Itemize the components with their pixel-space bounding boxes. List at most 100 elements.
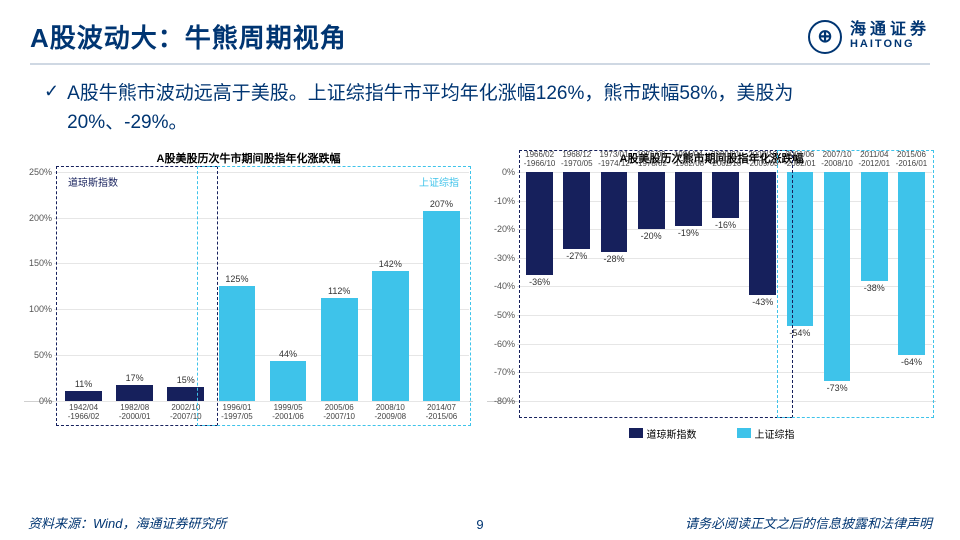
bar-col: 44%1999/05-2001/06 (263, 172, 314, 401)
ytick: 100% (24, 304, 52, 314)
bar-category: 1982/08-2000/01 (109, 404, 160, 422)
page-number: 9 (476, 517, 483, 532)
bullet-text: A股牛熊市波动远高于美股。上证综指牛市平均年化涨幅126%，熊市跌幅58%，美股… (67, 79, 910, 138)
bar-value: -27% (566, 251, 587, 261)
bar-category: 2011/04-2012/01 (856, 151, 893, 169)
bar (219, 286, 256, 401)
bar-category: 1968/12-1970/05 (558, 151, 595, 169)
ytick: -80% (487, 396, 515, 406)
bar (116, 385, 153, 401)
bar-col: 2015/06-2016/01-64% (893, 172, 930, 401)
bar-category: 1996/01-1997/05 (211, 404, 262, 422)
cyan-swatch-icon (737, 428, 751, 438)
bar (712, 172, 739, 218)
bar-col: 207%2014/07-2015/06 (416, 172, 467, 401)
bar-value: -43% (752, 297, 773, 307)
charts: A股美股历次牛市期间股指年化涨跌幅 0%50%100%150%200%250%1… (0, 146, 960, 441)
bar-col: 2007/10-2009/03-43% (744, 172, 781, 401)
bull-chart-title: A股美股历次牛市期间股指年化涨跌幅 (24, 150, 473, 166)
bar-value: -36% (529, 277, 550, 287)
bar-value: 11% (75, 379, 92, 389)
logo-text: 海通证券 HAITONG (850, 22, 930, 50)
bar-value: -54% (789, 328, 810, 338)
bear-chart: A股美股历次熊市期间股指年化涨跌幅 0%-10%-20%-30%-40%-50%… (487, 150, 936, 441)
bull-chart: A股美股历次牛市期间股指年化涨跌幅 0%50%100%150%200%250%1… (24, 150, 473, 441)
ytick: -50% (487, 310, 515, 320)
bar-category: 2007/10-2008/10 (819, 151, 856, 169)
bar (563, 172, 590, 249)
bar-category: 1999/05-2001/06 (263, 404, 314, 422)
bar-col: 11%1942/04-1966/02 (58, 172, 109, 401)
bar-col: 2011/04-2012/01-38% (856, 172, 893, 401)
bar-value: -28% (603, 254, 624, 264)
bar-col: 15%2002/10-2007/10 (160, 172, 211, 401)
bar-category: 1942/04-1966/02 (58, 404, 109, 422)
bar-value: -20% (641, 231, 662, 241)
bar-category: 2008/10-2009/08 (365, 404, 416, 422)
bar-col: 142%2008/10-2009/08 (365, 172, 416, 401)
bar (861, 172, 888, 281)
bar (526, 172, 553, 275)
disclaimer-text: 请务必阅读正文之后的信息披露和法律声明 (685, 513, 932, 532)
box-label-cyan: 上证综指 (419, 174, 459, 189)
bar-col: 2007/10-2008/10-73% (819, 172, 856, 401)
page-title: A股波动大：牛熊周期视角 (30, 18, 347, 55)
bar-value: -38% (864, 283, 885, 293)
bull-plot: 0%50%100%150%200%250%11%1942/04-1966/021… (24, 172, 473, 402)
bar-col: 2000/01-2002/10-16% (707, 172, 744, 401)
bar-value: 44% (279, 349, 297, 359)
bar-category: 2002/10-2007/10 (160, 404, 211, 422)
bar-value: 17% (126, 373, 144, 383)
ytick: -40% (487, 281, 515, 291)
bar-value: 15% (177, 375, 195, 385)
bar-value: 112% (328, 286, 350, 296)
bar-category: 2001/06-2002/01 (781, 151, 818, 169)
bar-category: 1966/02-1966/10 (521, 151, 558, 169)
bar-value: 142% (379, 259, 402, 269)
check-icon: ✓ (44, 81, 59, 102)
bar (675, 172, 702, 226)
bar-category: 2007/10-2009/03 (744, 151, 781, 169)
bar-col: 17%1982/08-2000/01 (109, 172, 160, 401)
logo: ⊕ 海通证券 HAITONG (808, 20, 930, 54)
bear-plot: 0%-10%-20%-30%-40%-50%-60%-70%-80%1966/0… (487, 172, 936, 402)
navy-swatch-icon (629, 428, 643, 438)
bar-value: -64% (901, 357, 922, 367)
legend-navy: 道琼斯指数 (629, 426, 697, 441)
bar-category: 1981/04-1982/08 (670, 151, 707, 169)
ytick: 150% (24, 258, 52, 268)
bar (372, 271, 409, 401)
bear-legend: 道琼斯指数 上证综指 (487, 426, 936, 441)
ytick: 50% (24, 350, 52, 360)
bar-value: -73% (827, 383, 848, 393)
bar-category: 1976/09-1978/02 (633, 151, 670, 169)
bar-col: 1976/09-1978/02-20% (633, 172, 670, 401)
bar-value: -16% (715, 220, 736, 230)
ytick: -60% (487, 339, 515, 349)
bar-value: -19% (678, 228, 699, 238)
bar (423, 211, 460, 401)
bar-col: 125%1996/01-1997/05 (211, 172, 262, 401)
bar (638, 172, 665, 229)
bar-category: 1973/01-1974/12 (595, 151, 632, 169)
bullet-row: ✓ A股牛熊市波动远高于美股。上证综指牛市平均年化涨幅126%，熊市跌幅58%，… (0, 73, 960, 146)
bar-col: 1968/12-1970/05-27% (558, 172, 595, 401)
bar-value: 207% (430, 199, 453, 209)
bar (321, 298, 358, 401)
ytick: -20% (487, 224, 515, 234)
bar-category: 2015/06-2016/01 (893, 151, 930, 169)
bar (749, 172, 776, 295)
bar-category: 2014/07-2015/06 (416, 404, 467, 422)
ytick: 0% (24, 396, 52, 406)
bar-col: 1981/04-1982/08-19% (670, 172, 707, 401)
ytick: -30% (487, 253, 515, 263)
bar (787, 172, 814, 327)
bar-category: 2000/01-2002/10 (707, 151, 744, 169)
ytick: -10% (487, 196, 515, 206)
bar-col: 2001/06-2002/01-54% (781, 172, 818, 401)
source-text: 资料来源：Wind，海通证券研究所 (28, 513, 227, 532)
bar-col: 112%2005/06-2007/10 (314, 172, 365, 401)
logo-en: HAITONG (850, 39, 930, 51)
header: A股波动大：牛熊周期视角 ⊕ 海通证券 HAITONG (0, 0, 960, 63)
ytick: 200% (24, 213, 52, 223)
